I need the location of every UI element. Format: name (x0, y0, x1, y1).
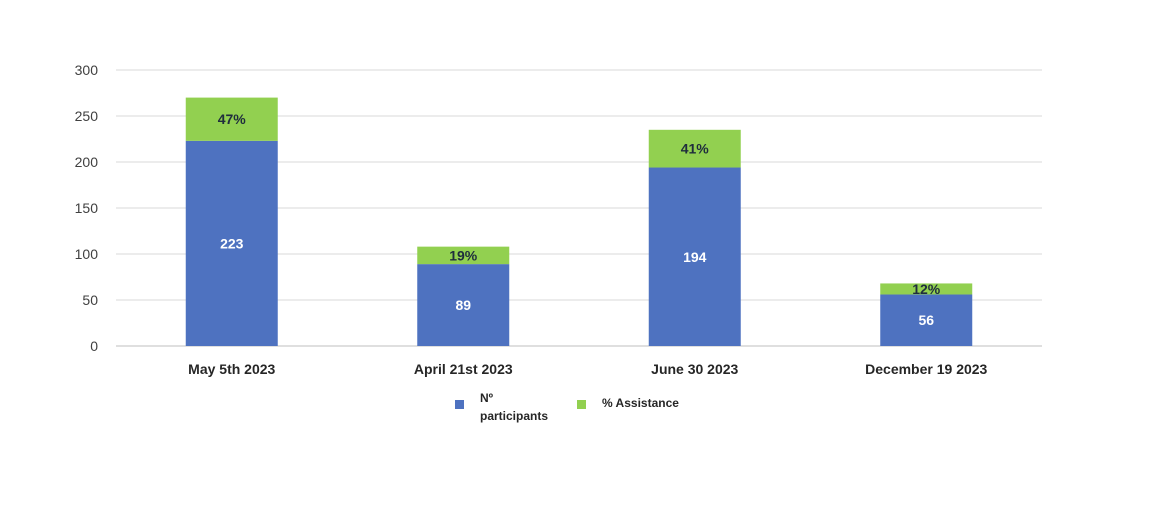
bar-assistance (417, 246, 510, 265)
bar-assistance (185, 97, 278, 141)
data-label-participants: 194 (683, 249, 707, 265)
x-tick-label: December 19 2023 (865, 361, 987, 377)
legend-label-participants-line1: Nº (480, 391, 494, 405)
y-tick-label: 150 (75, 200, 99, 216)
bar-assistance (880, 283, 973, 295)
y-tick-label: 50 (82, 292, 98, 308)
bar-participants (880, 294, 973, 346)
y-tick-label: 250 (75, 108, 99, 124)
bar-participants (417, 264, 510, 346)
x-tick-label: June 30 2023 (651, 361, 738, 377)
y-tick-label: 300 (75, 62, 99, 78)
legend-swatch-participants (455, 400, 464, 409)
legend-label-participants-line2: participants (480, 409, 548, 423)
data-label-participants: 223 (220, 235, 244, 251)
legend-label-assistance: % Assistance (602, 396, 679, 410)
legend-swatch-assistance (577, 400, 586, 409)
bar-participants (185, 140, 278, 346)
bars: 223 47% 89 19% 194 41% 56 12% (185, 97, 973, 346)
y-tick-label: 0 (90, 338, 98, 354)
x-axis: May 5th 2023 April 21st 2023 June 30 2023 D… (188, 361, 987, 377)
data-label-assistance: 41% (681, 141, 710, 157)
data-label-participants: 56 (918, 312, 934, 328)
data-label-assistance: 12% (912, 281, 941, 297)
bar-assistance (648, 129, 741, 168)
legend: Nº participants % Assistance (455, 391, 679, 423)
y-tick-label: 200 (75, 154, 99, 170)
bar-participants (648, 167, 741, 346)
data-label-participants: 89 (455, 297, 471, 313)
x-tick-label: May 5th 2023 (188, 361, 275, 377)
y-axis: 0 50 100 150 200 250 300 (75, 62, 99, 354)
data-label-assistance: 19% (449, 247, 478, 263)
y-tick-label: 100 (75, 246, 99, 262)
x-tick-label: April 21st 2023 (414, 361, 513, 377)
data-label-assistance: 47% (218, 111, 247, 127)
